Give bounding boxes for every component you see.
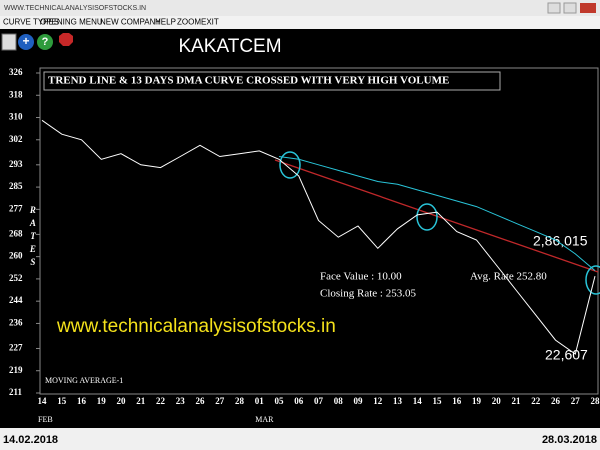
y-tick-label: 268 [9,228,23,238]
x-tick-label: 21 [136,396,146,406]
window-title: WWW.TECHNICALANALYSISOFSTOCKS.IN [4,5,146,12]
x-tick-label: 13 [393,396,403,406]
x-tick-label: 01 [255,396,265,406]
series-line [41,119,596,355]
help-icon[interactable] [37,34,53,50]
x-tick-label: 28 [235,396,245,406]
menu-item[interactable]: HELP [155,18,176,27]
y-tick-label: 211 [9,387,23,397]
y-axis-label: RATES [28,205,38,270]
x-tick-label: 16 [452,396,462,406]
x-tick-label: 27 [571,396,581,406]
x-tick-label: 26 [551,396,561,406]
plot-frame [39,67,599,395]
y-tick-label: 260 [9,251,23,261]
close-button[interactable] [580,3,596,13]
x-tick-label: 22 [531,396,541,406]
x-tick-label: 14 [413,396,423,406]
y-tick-label: 219 [9,365,23,375]
y-tick-label: 310 [9,112,23,122]
y-tick-label: 326 [9,67,23,77]
end-date: 28.03.2018 [542,434,597,446]
x-tick-label: 28 [591,396,600,406]
x-tick-label: 21 [512,396,522,406]
x-tick-label: 12 [373,396,383,406]
stop-icon[interactable] [59,33,73,46]
chart-title: KAKATCEM [178,36,281,57]
menu-bar [0,16,600,29]
menu-item[interactable]: ZOOM [177,18,201,27]
watermark: www.technicalanalysisofstocks.in [56,316,336,337]
y-tick-label: 244 [9,295,23,305]
volume-label: 22,607 [545,347,588,363]
x-tick-label: 15 [57,396,67,406]
menu-item[interactable]: OPENING MENU [40,18,103,27]
headline: TREND LINE & 13 DAYS DMA CURVE CROSSED W… [48,75,449,87]
footer-bar [0,428,600,450]
y-tick-label: 318 [9,89,23,99]
x-tick-label: 07 [314,396,324,406]
cross-marker [416,203,438,231]
x-tick-label: 20 [117,396,127,406]
y-tick-label: 277 [9,203,23,213]
indicator-label: MOVING AVERAGE-1 [45,376,123,385]
title-bar [0,0,600,16]
minimize-button[interactable] [547,2,561,14]
x-tick-label: 15 [433,396,443,406]
add-glyph: + [22,34,29,48]
x-tick-label: 23 [176,396,186,406]
x-tick-label: 26 [196,396,206,406]
book-icon[interactable] [1,33,17,51]
x-tick-label: 14 [38,396,48,406]
x-tick-label: 09 [354,396,364,406]
headline-box [43,71,501,91]
x-tick-label: 19 [472,396,482,406]
x-tick-label: 05 [275,396,285,406]
start-date: 14.02.2018 [3,434,58,446]
series-line [278,156,596,271]
menu-item[interactable]: CURVE TYPES [3,18,59,27]
maximize-button[interactable] [563,2,577,14]
help-glyph: ? [42,36,49,48]
y-tick-label: 293 [9,159,23,169]
closing-rate: Closing Rate : 253.05 [320,288,416,300]
face-value: Face Value : 10.00 [320,271,402,283]
menu-item[interactable]: NEW COMPANY [100,18,161,27]
add-icon[interactable] [18,34,34,50]
month-label: FEB [38,415,53,424]
x-tick-label: 16 [77,396,87,406]
x-tick-label: 27 [215,396,225,406]
month-label: MAR [255,415,274,424]
x-tick-label: 22 [156,396,166,406]
x-tick-label: 06 [294,396,304,406]
volume-label: 2,86,015 [533,233,588,249]
cross-marker [585,265,600,295]
y-tick-label: 285 [9,181,23,191]
x-tick-label: 08 [334,396,344,406]
avg-rate: Avg. Rate 252.80 [470,271,547,283]
y-tick-label: 236 [9,317,23,327]
y-tick-label: 227 [9,343,23,353]
x-tick-label: 19 [97,396,107,406]
y-tick-label: 302 [9,134,23,144]
cross-marker [279,151,301,179]
y-tick-label: 252 [9,273,23,283]
menu-item[interactable]: EXIT [201,18,219,27]
x-tick-label: 20 [492,396,502,406]
